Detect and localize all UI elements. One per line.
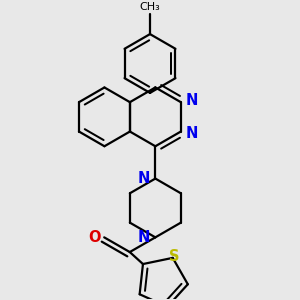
Text: N: N (185, 93, 198, 108)
Text: N: N (137, 230, 150, 245)
Text: N: N (137, 171, 150, 186)
Text: N: N (185, 126, 198, 141)
Text: O: O (88, 230, 100, 245)
Text: CH₃: CH₃ (140, 2, 160, 11)
Text: S: S (169, 249, 179, 264)
